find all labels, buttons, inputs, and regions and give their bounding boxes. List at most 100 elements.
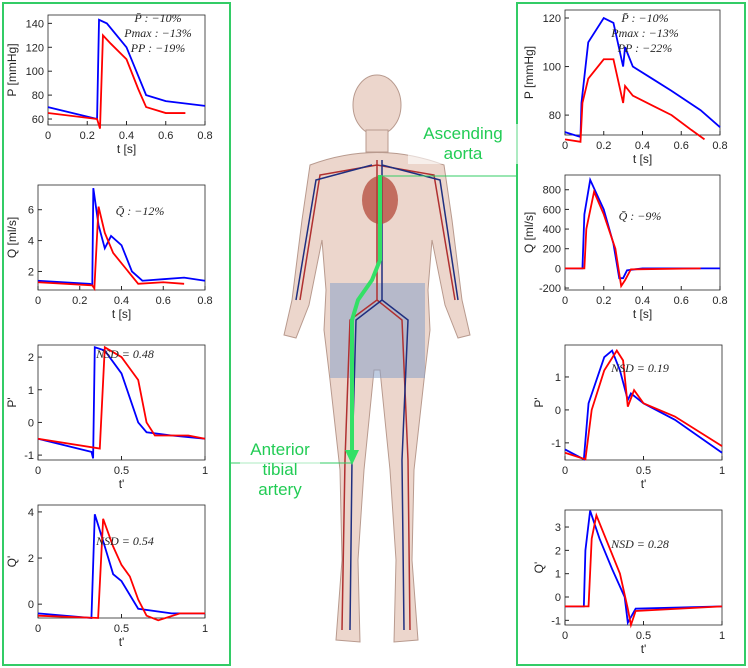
x-tick-label: 0.8: [712, 140, 727, 152]
x-tick-label: 1: [719, 630, 725, 642]
y-axis-label: P [mmHg]: [522, 46, 536, 99]
y-axis-label: Q [ml/s]: [5, 217, 19, 258]
annotation: NSD = 0.19: [610, 361, 669, 375]
left-panel: [2, 2, 231, 666]
series-line: [565, 510, 723, 626]
y-tick-label: 0: [555, 592, 561, 604]
y-tick-label: 0: [28, 417, 34, 429]
y-tick-label: 2: [28, 553, 34, 565]
x-tick-label: 0.6: [158, 130, 173, 142]
y-axis-label: Q': [532, 562, 546, 574]
x-tick-label: 0: [562, 630, 568, 642]
x-tick-label: 0: [35, 623, 41, 635]
x-tick-label: 0: [562, 140, 568, 152]
y-tick-label: -1: [551, 615, 561, 627]
x-tick-label: 0.2: [72, 295, 87, 307]
y-axis-label: P [mmHg]: [5, 43, 19, 96]
x-tick-label: 1: [202, 465, 208, 477]
x-tick-label: 0: [562, 295, 568, 307]
y-tick-label: 4: [28, 236, 34, 248]
x-tick-label: 0.5: [636, 630, 651, 642]
x-tick-label: 0.2: [596, 140, 611, 152]
x-axis-label: t': [641, 477, 647, 491]
y-tick-label: 120: [543, 13, 561, 25]
annotation: NSD = 0.28: [610, 537, 669, 551]
annotation: NSD = 0.48: [95, 347, 154, 361]
annotation: PP : −19%: [130, 41, 186, 55]
x-tick-label: 0: [45, 130, 51, 142]
y-tick-label: -1: [24, 450, 34, 462]
annotation: Pmax : −13%: [610, 26, 678, 40]
x-tick-label: 0.6: [156, 295, 171, 307]
x-tick-label: 0.4: [635, 295, 650, 307]
annotation: PP : −22%: [617, 41, 673, 55]
plot-area: [37, 184, 206, 291]
y-tick-label: 2: [28, 352, 34, 364]
plot-area: [37, 504, 206, 619]
y-tick-label: 80: [32, 90, 44, 102]
y-axis-label: Q': [5, 556, 19, 568]
y-tick-label: 400: [543, 224, 561, 236]
arrow-head: [345, 450, 359, 465]
y-axis-label: P': [5, 397, 19, 407]
aorta-label: Ascending aorta: [408, 124, 518, 164]
series-line: [564, 349, 723, 461]
x-tick-label: 1: [202, 623, 208, 635]
annotation: Q̄ : −9%: [619, 209, 662, 223]
series-line: [37, 206, 185, 292]
y-tick-label: 100: [26, 66, 44, 78]
series-line: [565, 512, 723, 629]
x-tick-label: 0.8: [197, 295, 212, 307]
x-axis-label: t [s]: [633, 307, 652, 321]
path-arrow: [350, 175, 382, 460]
annotation: Pmax : −13%: [123, 26, 191, 40]
x-axis-label: t': [119, 635, 125, 649]
y-tick-label: 1: [28, 385, 34, 397]
y-tick-label: 6: [28, 205, 34, 217]
x-axis-label: t [s]: [112, 307, 131, 321]
annotation: NSD = 0.54: [95, 534, 154, 548]
y-tick-label: 100: [543, 62, 561, 74]
x-axis-label: t [s]: [117, 142, 136, 156]
series-line: [565, 188, 701, 289]
series-line: [37, 346, 206, 459]
y-tick-label: 1: [555, 372, 561, 384]
series-line: [564, 348, 723, 461]
annotation: Q̄ : −12%: [116, 204, 165, 218]
x-axis-label: t [s]: [633, 152, 652, 166]
y-tick-label: 1: [555, 569, 561, 581]
body-illustration: [283, 74, 471, 643]
x-tick-label: 1: [719, 465, 725, 477]
y-tick-label: 800: [543, 185, 561, 197]
y-tick-label: 4: [28, 507, 34, 519]
y-tick-label: 0: [555, 263, 561, 275]
y-tick-label: 3: [555, 522, 561, 534]
x-tick-label: 0.2: [80, 130, 95, 142]
x-tick-label: 0: [35, 465, 41, 477]
x-axis-label: t': [641, 642, 647, 656]
plot-area: [37, 344, 206, 461]
series-line: [47, 18, 206, 121]
annotation: P̄ : −10%: [620, 11, 668, 25]
x-tick-label: 0.8: [712, 295, 727, 307]
y-tick-label: -1: [551, 438, 561, 450]
y-tick-label: -200: [539, 283, 561, 295]
x-tick-label: 0.2: [596, 295, 611, 307]
y-tick-label: 2: [28, 266, 34, 278]
y-tick-label: 200: [543, 244, 561, 256]
y-axis-label: Q [ml/s]: [522, 212, 536, 253]
x-axis-label: t': [119, 477, 125, 491]
x-tick-label: 0.5: [636, 465, 651, 477]
x-tick-label: 0.6: [674, 295, 689, 307]
y-tick-label: 60: [32, 114, 44, 126]
y-tick-label: 120: [26, 42, 44, 54]
y-tick-label: 0: [555, 405, 561, 417]
plot-area: [564, 174, 721, 291]
x-tick-label: 0.5: [114, 465, 129, 477]
right-panel: [516, 2, 746, 666]
y-tick-label: 600: [543, 204, 561, 216]
tibial-label: Anterior tibial artery: [240, 440, 320, 500]
series-line: [564, 16, 721, 139]
x-tick-label: 0: [35, 295, 41, 307]
